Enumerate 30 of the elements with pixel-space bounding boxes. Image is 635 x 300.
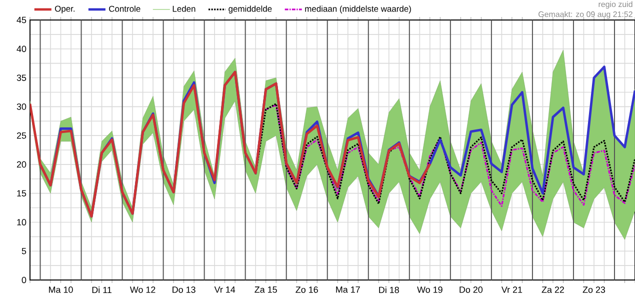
x-tick-label: Wo 12 [130, 286, 156, 293]
x-tick-label: Vr 14 [214, 286, 236, 293]
x-tick-label: Za 22 [542, 286, 564, 293]
x-tick-label: Zo 23 [582, 286, 606, 293]
legend-label: Oper. [54, 6, 75, 14]
x-tick-label: Di 18 [379, 286, 399, 294]
y-tick-label: 20 [16, 161, 26, 168]
legend-label: gemiddelde [228, 6, 272, 14]
x-tick-label: Zo 16 [296, 286, 318, 293]
y-tick-label: 45 [16, 16, 26, 24]
y-tick-label: 5 [22, 248, 26, 254]
line-series [30, 70, 432, 218]
y-tick-label: 35 [16, 74, 26, 81]
y-tick-label: 25 [16, 132, 26, 139]
legend-label: Leden [172, 6, 196, 12]
x-tick-label: Za 15 [254, 286, 277, 293]
x-tick-label: Do 20 [460, 286, 483, 293]
y-tick-label: 15 [17, 190, 26, 196]
x-tick-label: Wo 19 [417, 286, 442, 293]
x-tick-label: Di 11 [92, 286, 112, 294]
y-tick-label: 40 [16, 46, 26, 52]
x-tick-label: Ma 10 [49, 286, 73, 293]
legend-label: mediaan (middelste waarde) [305, 6, 411, 14]
y-tick-label: 10 [17, 219, 26, 226]
x-tick-label: Ma 17 [336, 286, 360, 293]
x-tick-label: Vr 21 [501, 286, 522, 293]
y-tick-label: 0 [22, 276, 26, 284]
y-tick-label: 30 [16, 103, 26, 110]
legend-label: Controle [109, 6, 140, 12]
x-tick-label: Do 13 [172, 286, 196, 293]
